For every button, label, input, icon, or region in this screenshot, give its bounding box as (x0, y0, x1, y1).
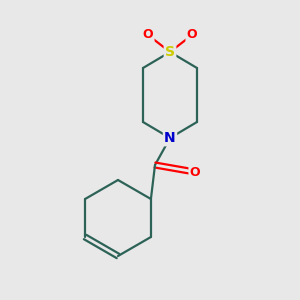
Text: O: O (190, 166, 200, 178)
Text: N: N (164, 131, 176, 145)
Text: S: S (165, 45, 175, 59)
Text: O: O (187, 28, 197, 41)
Text: O: O (143, 28, 153, 41)
